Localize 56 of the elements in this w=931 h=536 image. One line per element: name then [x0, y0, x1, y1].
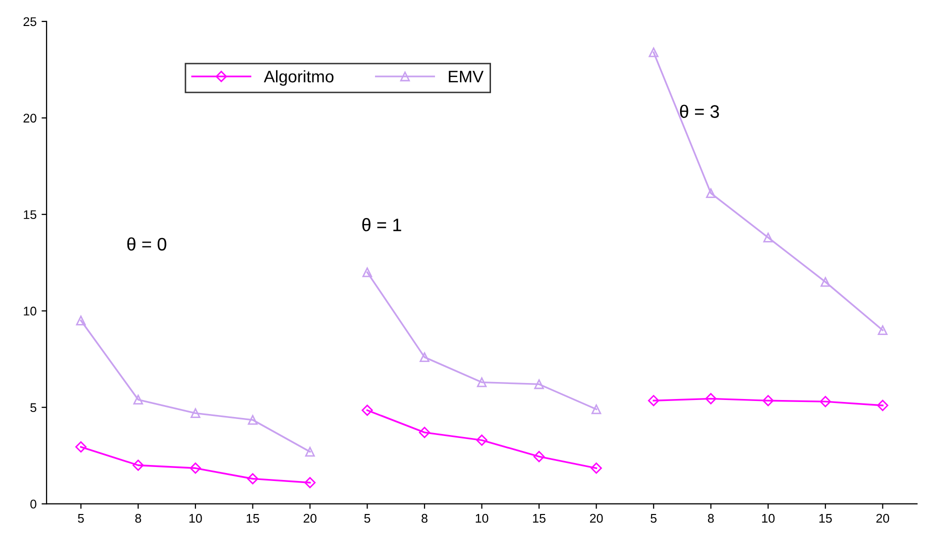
- point: [247, 473, 258, 484]
- y-tick-label: 10: [24, 306, 36, 316]
- x-tick-label: 8: [422, 514, 428, 523]
- legend-label: EMV: [448, 70, 484, 82]
- point: [648, 395, 660, 406]
- y-tick-label: 15: [24, 210, 36, 220]
- annotation: θ = 1: [362, 218, 402, 232]
- point: [76, 316, 86, 326]
- point: [762, 395, 774, 406]
- point: [418, 426, 430, 438]
- point: [75, 441, 87, 453]
- point: [763, 232, 773, 242]
- point: [248, 415, 258, 425]
- point: [304, 477, 316, 488]
- point: [591, 404, 602, 414]
- point: [133, 394, 144, 405]
- annotation: θ = 3: [680, 104, 719, 118]
- point: [476, 377, 487, 388]
- x-tick-label: 5: [364, 514, 370, 523]
- x-tick-label: 10: [189, 514, 202, 523]
- point: [132, 460, 144, 471]
- y-tick-label: 0: [30, 500, 36, 508]
- y-tick-label: 20: [24, 114, 36, 123]
- x-tick-label: 5: [78, 514, 84, 523]
- x-tick-label: 20: [304, 514, 316, 523]
- point: [878, 325, 888, 336]
- point: [476, 434, 488, 446]
- point: [305, 446, 315, 457]
- point: [648, 47, 658, 58]
- point: [877, 400, 888, 412]
- point: [420, 352, 430, 362]
- point: [190, 408, 200, 418]
- point: [705, 393, 716, 404]
- y-tick-label: 5: [30, 403, 36, 412]
- point: [362, 267, 372, 278]
- y-tick-label: 25: [24, 17, 36, 26]
- x-tick-label: 8: [708, 514, 714, 523]
- x-tick-label: 8: [135, 514, 142, 523]
- x-tick-label: 15: [533, 514, 546, 523]
- point: [190, 462, 202, 474]
- x-tick-label: 15: [819, 514, 832, 523]
- point: [534, 379, 544, 390]
- legend-label: Algoritmo: [264, 70, 334, 86]
- x-tick-label: 15: [246, 514, 260, 523]
- point: [362, 404, 373, 416]
- annotation: θ = 0: [127, 237, 166, 251]
- point: [706, 188, 716, 198]
- x-tick-label: 5: [650, 514, 657, 523]
- x-tick-label: 10: [762, 514, 775, 523]
- x-tick-label: 10: [476, 514, 488, 523]
- x-tick-label: 20: [876, 514, 890, 523]
- x-tick-label: 20: [590, 514, 603, 523]
- point: [533, 450, 545, 462]
- point: [820, 277, 830, 287]
- point: [820, 396, 832, 408]
- point: [590, 462, 602, 474]
